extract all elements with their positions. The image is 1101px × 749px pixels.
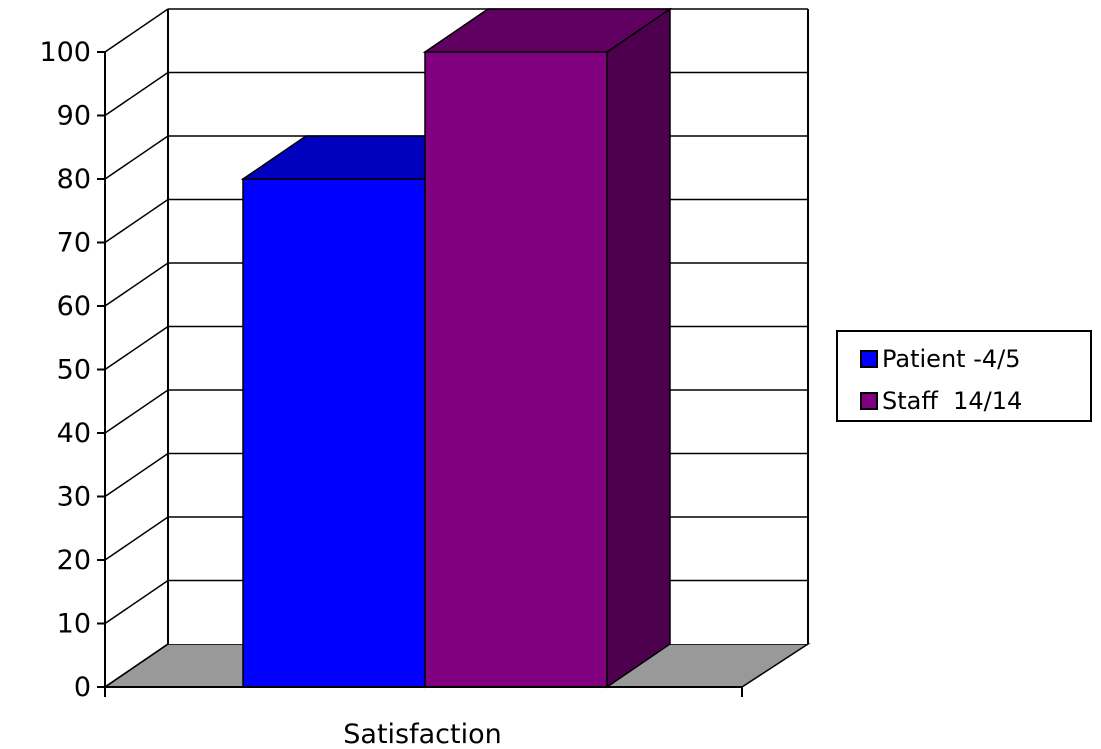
legend-swatch-series-1: [860, 350, 878, 368]
chart-labels: 0 10 20 30 40 50 60 70 80 90 100 Satisfaction: [39, 37, 501, 749]
side-gridline: [104, 643, 169, 688]
side-gridline: [104, 198, 169, 244]
legend-label-series-2: Staff 14/14: [882, 387, 1023, 415]
y-tick-label: 20: [57, 545, 91, 576]
legend-swatch-series-2: [860, 392, 878, 410]
side-gridline: [104, 135, 169, 180]
chart-bars: [240, 7, 673, 689]
y-tick-label: 70: [57, 228, 91, 259]
y-tick-label: 50: [57, 355, 91, 386]
legend-label-series-1: Patient -4/5: [882, 345, 1021, 373]
bar-front: [242, 178, 426, 688]
legend-item-series-1: Patient -4/5: [860, 344, 1020, 374]
y-tick-label: 60: [57, 291, 91, 322]
side-gridline: [104, 389, 169, 434]
bar-side: [606, 7, 671, 689]
legend-item-series-2: Staff 14/14: [860, 386, 1022, 416]
y-tick-label: 90: [57, 101, 91, 132]
side-gridline: [104, 8, 169, 53]
y-tick-label: 80: [57, 164, 91, 195]
chart-legend: Patient -4/5 Staff 14/14: [836, 330, 1092, 422]
y-tick-label: 30: [57, 482, 91, 513]
y-tick-label: 10: [57, 609, 91, 640]
y-tick-label: 0: [74, 672, 91, 703]
side-gridline: [104, 452, 169, 498]
y-tick-label: 40: [57, 418, 91, 449]
bar-front: [424, 51, 608, 688]
side-gridline: [104, 325, 169, 371]
side-gridline: [104, 579, 169, 625]
side-gridline: [104, 516, 169, 561]
y-tick-label: 100: [39, 37, 91, 68]
x-category-label: Satisfaction: [343, 719, 501, 749]
side-gridline: [104, 262, 169, 307]
chart-axes: [97, 51, 743, 697]
bar-2: [422, 7, 673, 689]
side-gridline: [104, 71, 169, 117]
